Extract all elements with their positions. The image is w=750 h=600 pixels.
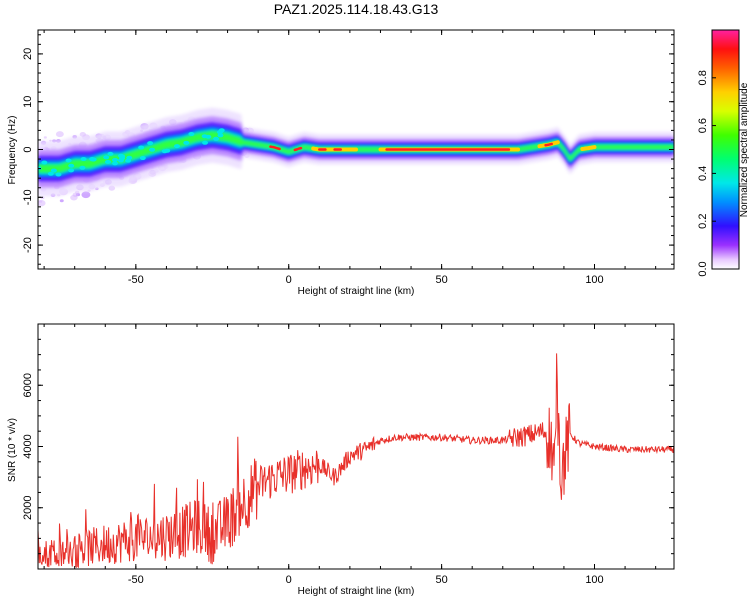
snr-frame	[37, 323, 675, 570]
spectrogram-blob	[147, 141, 154, 146]
spectrogram-blob	[149, 147, 156, 152]
spectrogram-blob	[103, 155, 110, 160]
spectrogram-y-tick-label: -20	[22, 237, 34, 253]
spectrogram-noise-point	[38, 199, 46, 207]
colorbar-tick-label: 0.2	[697, 214, 709, 229]
spectrogram-noise-point	[79, 132, 86, 137]
snr-y-tick-label: 4000	[22, 434, 34, 458]
snr-y-ticks: 2000 4000 6000	[22, 323, 674, 570]
spectrogram-y-tick-label: 20	[22, 48, 34, 60]
spectrogram-noise-point	[59, 199, 64, 203]
colorbar-tick-label: 0.4	[697, 166, 709, 181]
snr-y-axis-label: SNR (10 * v/v)	[7, 418, 18, 482]
spectrogram-blob	[202, 140, 209, 145]
spectrogram-noise-point	[75, 190, 80, 195]
spectrogram-blob	[107, 151, 114, 156]
spectrogram-blob	[217, 133, 224, 138]
spectrogram-noise-point	[108, 185, 116, 191]
snr-series-line	[38, 353, 674, 569]
spectrogram-blob	[188, 132, 195, 137]
spectrogram-x-tick-label: 100	[585, 274, 603, 286]
spectrogram-blob	[68, 168, 75, 173]
spectrogram-blob	[119, 154, 126, 159]
spectrogram-blob	[55, 172, 62, 177]
spectrogram-peak-band	[293, 146, 303, 152]
spectrogram-blob	[213, 136, 220, 141]
spectrogram-blob	[216, 130, 223, 135]
snr-x-tick-label: -50	[128, 574, 144, 586]
colorbar-label: Normalized spectral amplitude	[739, 82, 750, 217]
spectrogram-y-tick-label: 0	[22, 146, 34, 152]
spectrogram-y-ticks: -20 -10 0 10 20	[22, 34, 674, 265]
chart-title: PAZ1.2025.114.18.43.G13	[274, 1, 439, 17]
snr-x-axis-label: Height of straight line (km)	[298, 586, 415, 597]
spectrogram-blob	[47, 171, 54, 176]
snr-x-tick-label: 50	[435, 574, 447, 586]
spectrogram-hot-band	[580, 145, 597, 151]
spectrogram-blob	[139, 156, 146, 161]
spectrogram-x-tick-label: -50	[128, 274, 144, 286]
spectrogram-x-tick-label: 0	[286, 274, 292, 286]
spectrogram-blob	[174, 144, 181, 149]
snr-y-tick-label: 2000	[22, 496, 34, 520]
snr-panel: -50 0 50 100 2000 4000 6000 Height of straigh…	[7, 323, 675, 597]
spectrogram-y-tick-label: -10	[22, 189, 34, 205]
spectrogram-blob	[164, 148, 171, 153]
spectrogram-blob	[41, 160, 48, 165]
snr-x-tick-label: 0	[286, 574, 292, 586]
colorbar-tick-label: 0.0	[697, 261, 709, 276]
spectrogram-blob	[65, 158, 72, 163]
spectrogram-x-tick-label: 50	[435, 274, 447, 286]
colorbar: 0.0 0.2 0.4 0.6 0.8 Normalized spectral ampl…	[697, 29, 750, 277]
spectrogram-blob	[112, 161, 119, 166]
spectrogram-blob	[68, 163, 75, 168]
spectrogram-blob	[112, 157, 119, 162]
spectrogram-blob	[126, 155, 133, 160]
snr-y-tick-label: 6000	[22, 373, 34, 397]
spectrogram-peak-band	[269, 145, 281, 151]
colorbar-gradient	[711, 29, 740, 270]
spectrogram-blob	[201, 134, 208, 139]
colorbar-ticks: 0.0 0.2 0.4 0.6 0.8	[697, 70, 716, 277]
spectrogram-blob	[79, 165, 86, 170]
spectrogram-panel: -50 0 50 100 -20 -10 0 10 20 Height of straight…	[7, 29, 675, 297]
spectrogram-x-axis-label: Height of straight line (km)	[298, 286, 415, 297]
spectrogram-blob	[80, 157, 87, 162]
spectrogram-peak-band	[544, 142, 553, 147]
spectrogram-x-ticks: -50 0 50 100	[43, 30, 657, 286]
spectrogram-noise-point	[81, 191, 91, 199]
spectrogram-blob	[90, 157, 97, 162]
spectrogram-ridge	[38, 107, 674, 197]
spectrogram-y-axis-label: Frequency (Hz)	[7, 116, 18, 185]
spectrogram-noise-point	[55, 131, 64, 138]
snr-x-tick-label: 100	[585, 574, 603, 586]
snr-x-ticks: -50 0 50 100	[43, 324, 657, 586]
spectrogram-blob	[50, 168, 57, 173]
spectrogram-blob	[183, 140, 190, 145]
spectrogram-y-tick-label: 10	[22, 96, 34, 108]
spectrogram-blob	[138, 145, 145, 150]
spectrogram-noise-point	[43, 136, 47, 139]
colorbar-tick-label: 0.6	[697, 118, 709, 133]
spectrogram-blob	[104, 159, 111, 164]
colorbar-tick-label: 0.8	[697, 70, 709, 85]
